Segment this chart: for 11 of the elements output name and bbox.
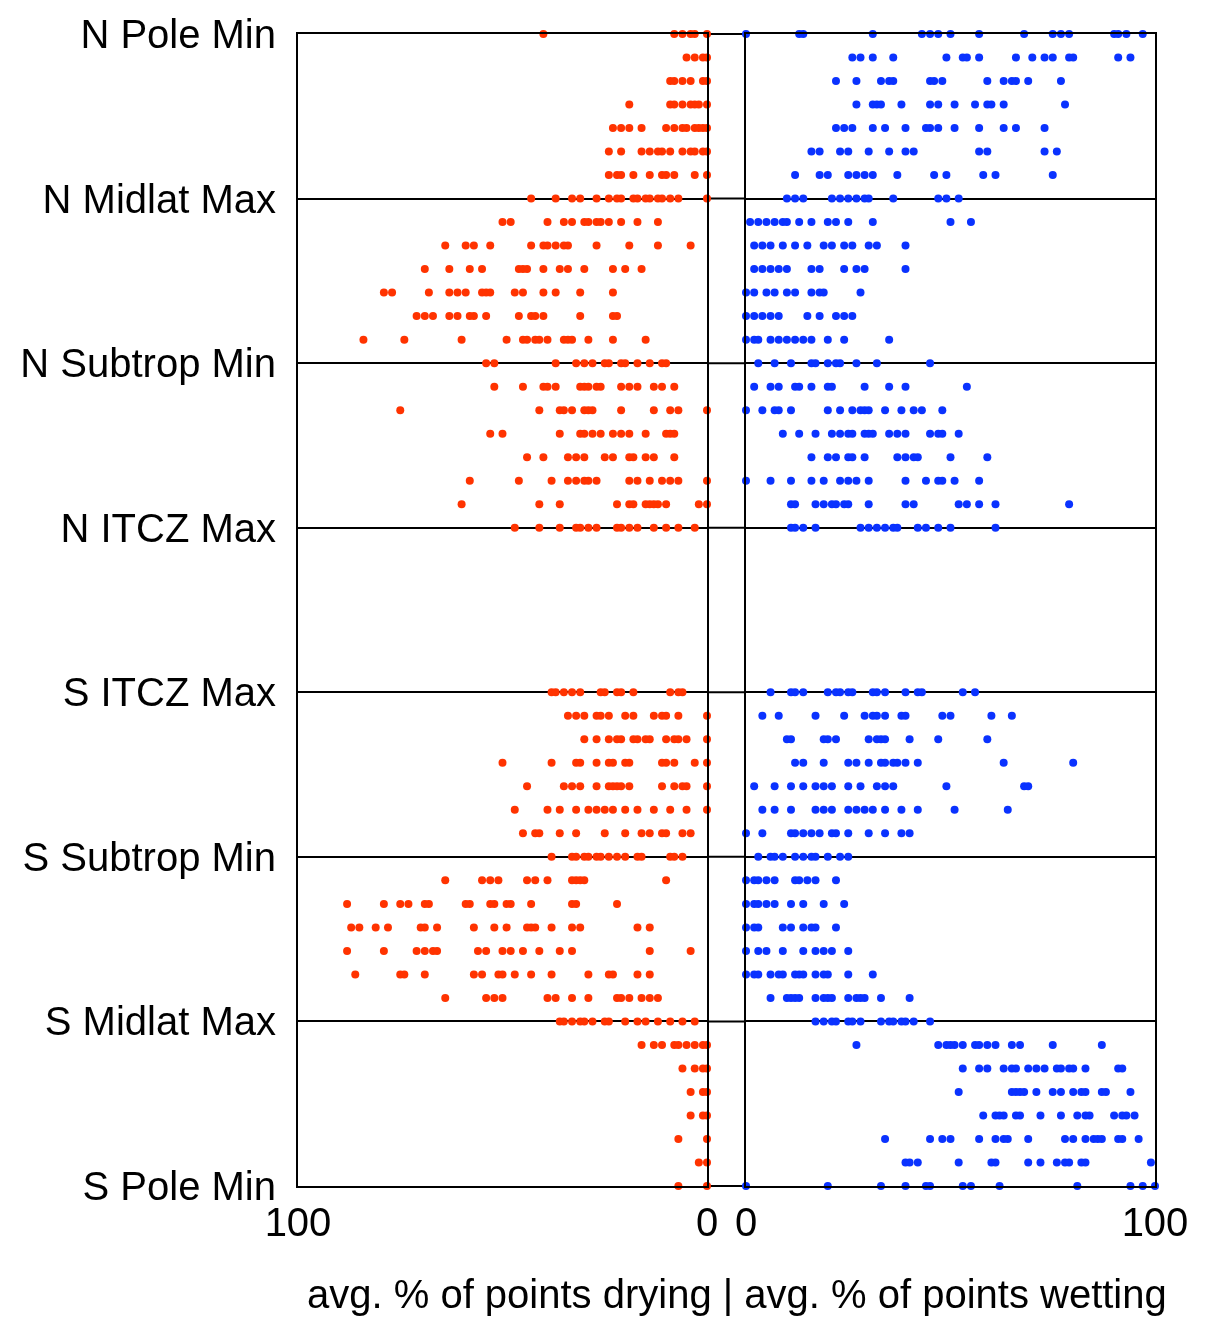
x-axis-title: avg. % of points drying | avg. % of points wetting — [307, 1272, 1167, 1316]
y-tick-label: N Midlat Max — [42, 176, 276, 221]
y-tick-label: N ITCZ Max — [60, 505, 276, 550]
y-tick-label: N Pole Min — [80, 12, 276, 56]
y-tick-label: S Subtrop Min — [22, 834, 276, 879]
y-tick-label: N Subtrop Min — [20, 341, 276, 386]
x-tick-label: 100 — [1121, 1200, 1189, 1244]
x-tick-label: 0 — [734, 1200, 758, 1244]
y-tick-label: S Midlat Max — [44, 999, 276, 1044]
y-tick-label: S ITCZ Max — [62, 670, 276, 715]
x-tick-label: 0 — [695, 1200, 719, 1244]
